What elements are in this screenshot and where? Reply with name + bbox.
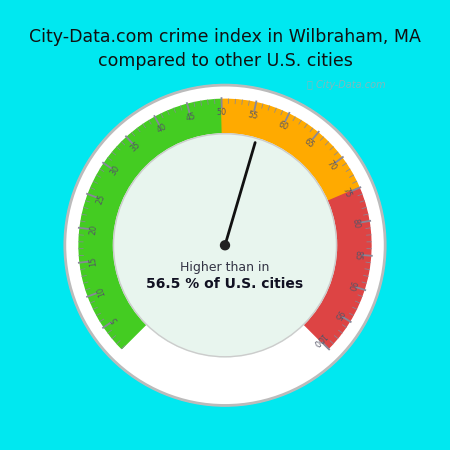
Text: 65: 65 [303,136,316,150]
Text: City-Data.com crime index in Wilbraham, MA
compared to other U.S. cities: City-Data.com crime index in Wilbraham, … [29,28,421,70]
Text: 20: 20 [88,224,99,235]
Text: 35: 35 [129,140,143,154]
Wedge shape [304,188,371,348]
Text: 80: 80 [351,218,361,229]
Text: 45: 45 [184,112,197,123]
Text: 25: 25 [95,193,107,205]
Text: ⓘ City-Data.com: ⓘ City-Data.com [307,80,386,90]
Text: 40: 40 [155,122,168,135]
Text: 75: 75 [341,187,353,199]
Text: 55: 55 [247,110,259,121]
Text: 85: 85 [352,249,362,260]
Text: 60: 60 [276,120,289,132]
Text: 100: 100 [310,331,327,347]
Wedge shape [221,99,359,202]
Text: 5: 5 [110,315,120,324]
Circle shape [220,241,230,250]
Circle shape [65,85,385,405]
Text: 30: 30 [108,164,122,178]
Text: 15: 15 [88,256,99,266]
Text: 90: 90 [346,279,357,292]
Text: 56.5 % of U.S. cities: 56.5 % of U.S. cities [146,277,304,291]
Wedge shape [79,99,222,348]
Text: 10: 10 [95,285,107,298]
Text: 70: 70 [324,159,338,172]
Circle shape [113,134,337,357]
Text: 50: 50 [217,108,227,117]
Text: Higher than in: Higher than in [180,261,270,274]
Text: 95: 95 [332,307,345,321]
